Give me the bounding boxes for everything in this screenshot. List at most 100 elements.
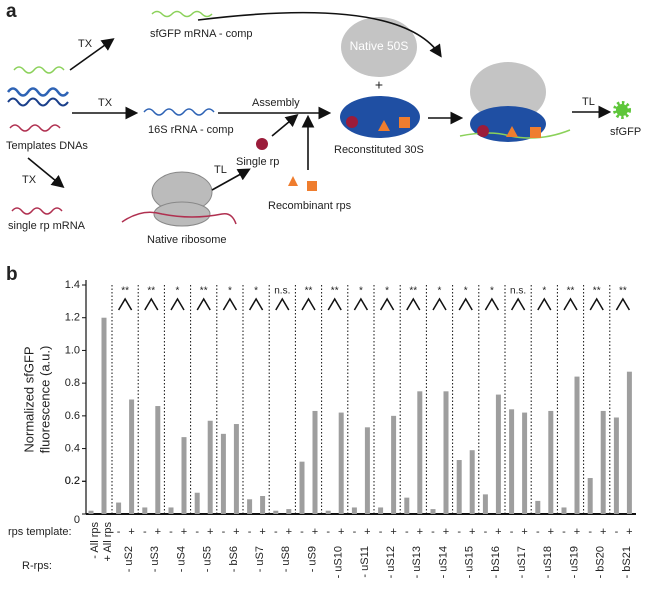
template-label: + [286, 526, 292, 538]
label: + [375, 77, 383, 93]
template-label: + [128, 526, 134, 538]
significance-bracket [222, 297, 238, 311]
y-axis-label: fluorescence (a.u.) [37, 346, 52, 454]
template-label: - [379, 526, 383, 538]
chart: Normalized sfGFP fluorescence (a.u.) 0 0.2 0… [8, 279, 636, 578]
bar [443, 391, 449, 514]
bar [430, 509, 436, 514]
significance-bracket [484, 297, 500, 311]
template-label: + [443, 526, 449, 538]
significance-bracket [379, 297, 395, 311]
bar [325, 510, 331, 514]
rp [346, 116, 358, 128]
significance: * [385, 286, 389, 297]
y-tick-label: 0.4 [65, 442, 80, 454]
bar [207, 420, 213, 514]
bar [495, 394, 501, 514]
group-label: - uS17 [516, 546, 528, 578]
y-tick-label: 0.8 [65, 377, 80, 389]
template-label: + [521, 526, 527, 538]
y-tick-label: 0.2 [65, 475, 80, 487]
x-tick-label: + All rps [102, 522, 114, 562]
significance: n.s. [510, 286, 526, 297]
bar [129, 399, 135, 514]
label: Reconstituted 30S [334, 144, 424, 156]
rp [399, 117, 410, 128]
template-label: - [510, 526, 514, 538]
group-label: - uS14 [437, 546, 449, 578]
label: Native 50S [350, 39, 409, 53]
template-label: + [338, 526, 344, 538]
group-label: - uS15 [464, 546, 476, 578]
significance: ** [619, 286, 627, 297]
bar [509, 409, 515, 514]
significance-bracket [537, 297, 552, 311]
group-label: - uS11 [359, 546, 371, 578]
bar [351, 507, 357, 514]
bar [391, 415, 397, 514]
bar [456, 460, 462, 514]
mrna [151, 10, 213, 18]
bar [233, 424, 239, 514]
x-tick-label: - All rps [89, 522, 101, 559]
y-tick-label: 0.2 [65, 475, 80, 487]
template-label: - [326, 526, 330, 538]
template-label: - [484, 526, 488, 538]
group-label: - uS19 [568, 546, 580, 578]
significance: ** [593, 286, 601, 297]
arrow [211, 168, 251, 191]
template-label: - [195, 526, 199, 538]
label: single rp mRNA [8, 220, 86, 232]
bar [338, 412, 344, 514]
significance: * [228, 286, 232, 297]
significance-bracket [589, 297, 604, 311]
rp [378, 120, 390, 131]
significance-bracket [615, 297, 631, 311]
label: sfGFP mRNA - comp [150, 28, 252, 40]
significance: ** [121, 286, 129, 297]
bar [587, 478, 593, 514]
arrow [27, 157, 65, 189]
label: Single rp [236, 156, 279, 168]
bar [286, 509, 292, 514]
bar [312, 410, 318, 514]
significance: ** [200, 286, 208, 297]
rp [530, 127, 541, 138]
group-label: - uS4 [175, 546, 187, 572]
template-label: + [181, 526, 187, 538]
label: TX [98, 97, 113, 109]
group-label: - uS7 [254, 546, 266, 572]
dna-blue2 [7, 97, 69, 107]
bar [260, 496, 266, 514]
template-label: - [248, 526, 252, 538]
group-label: - uS9 [306, 546, 318, 572]
template-label: - [431, 526, 435, 538]
template-label: - [405, 526, 409, 538]
group-label: - uS18 [542, 546, 554, 578]
rp [506, 126, 518, 137]
bar [548, 410, 554, 514]
label: Native ribosome [147, 234, 226, 246]
significance-bracket [144, 297, 159, 311]
bar [101, 317, 107, 514]
significance-bracket [301, 297, 316, 311]
bar [155, 406, 161, 514]
bar [600, 410, 606, 514]
y-tick-label: 1.0 [65, 344, 80, 356]
label: Assembly [252, 97, 300, 109]
bar [535, 500, 541, 514]
group-label: - uS2 [123, 546, 135, 572]
significance-bracket [406, 297, 421, 311]
significance: * [490, 286, 494, 297]
bar [522, 412, 528, 514]
dna-red [9, 124, 61, 132]
significance-bracket [196, 297, 211, 311]
rp [477, 125, 489, 137]
template-label: - [222, 526, 226, 538]
label: Templates DNAs [6, 140, 88, 152]
template-label: + [364, 526, 370, 538]
row-label: rps template: [8, 526, 72, 538]
group-label: - bS20 [595, 546, 607, 578]
template-label: - [353, 526, 357, 538]
